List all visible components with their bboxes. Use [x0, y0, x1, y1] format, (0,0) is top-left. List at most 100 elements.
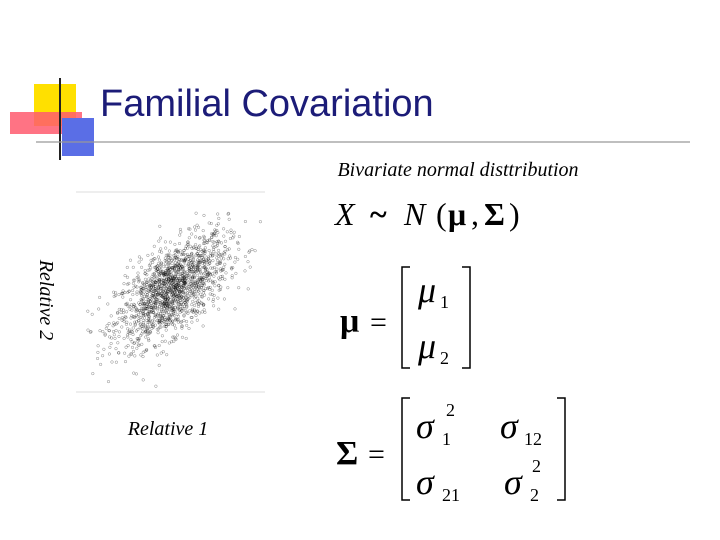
scatter-dot — [146, 326, 150, 330]
scatter-dot — [173, 264, 177, 268]
scatter-dot — [156, 285, 161, 289]
scatter-dot — [144, 304, 148, 308]
scatter-dot — [107, 321, 111, 326]
scatter-dot — [125, 333, 129, 337]
scatter-dot — [150, 294, 154, 298]
scatter-dot — [133, 322, 137, 326]
scatter-dot — [210, 252, 214, 256]
scatter-dot — [173, 249, 178, 253]
scatter-dot — [196, 267, 200, 271]
scatter-dot — [178, 279, 182, 283]
scatter-dot — [156, 286, 160, 290]
scatter-dot — [168, 304, 172, 309]
scatter-dot — [168, 295, 172, 299]
scatter-dot — [149, 321, 154, 326]
scatter-dot — [166, 318, 170, 322]
scatter-dot — [151, 258, 155, 262]
scatter-dot — [125, 310, 129, 314]
scatter-dot — [139, 285, 143, 289]
scatter-dot — [164, 304, 168, 308]
scatter-dot — [169, 278, 173, 282]
scatter-dot — [91, 372, 95, 376]
scatter-dot — [202, 238, 206, 242]
scatter-dot — [156, 331, 160, 335]
scatter-dot — [176, 298, 180, 302]
scatter-dot — [162, 301, 166, 305]
scatter-dot — [152, 275, 156, 279]
scatter-dot — [198, 244, 202, 248]
scatter-dot — [135, 313, 139, 318]
scatter-dot — [111, 324, 115, 328]
scatter-dot — [165, 291, 169, 295]
scatter-dot — [189, 270, 193, 274]
scatter-dot — [178, 263, 183, 267]
scatter-dot — [170, 282, 174, 286]
scatter-dot — [174, 336, 178, 340]
scatter-dot — [159, 292, 163, 296]
scatter-dot — [173, 287, 177, 291]
scatter-dot — [194, 295, 198, 299]
scatter-dot — [158, 298, 162, 302]
scatter-dot — [117, 351, 121, 355]
scatter-dot — [182, 298, 186, 302]
scatter-dot — [199, 272, 203, 276]
scatter-dot — [195, 281, 199, 285]
scatter-dot — [192, 275, 197, 279]
scatter-dot — [202, 213, 206, 217]
scatter-dot — [180, 279, 184, 283]
scatter-dot — [193, 303, 197, 308]
scatter-dot — [141, 324, 145, 328]
scatter-dot — [167, 300, 171, 304]
scatter-dot — [145, 290, 149, 294]
scatter-dot — [146, 295, 150, 299]
scatter-dot — [177, 293, 181, 297]
scatter-dot — [163, 282, 167, 286]
scatter-dot — [145, 348, 149, 352]
scatter-dot — [188, 266, 192, 270]
scatter-dot — [166, 289, 170, 293]
scatter-dot — [208, 261, 212, 265]
logo-blue — [62, 118, 94, 156]
scatter-dot — [207, 248, 211, 253]
scatter-dot — [163, 296, 167, 300]
scatter-dot — [182, 277, 186, 281]
scatter-dot — [199, 279, 203, 283]
scatter-dot — [179, 258, 184, 262]
scatter-dot — [139, 298, 143, 302]
scatter-dot — [96, 356, 100, 361]
scatter-dot — [174, 337, 178, 341]
scatter-dot — [131, 332, 135, 337]
scatter-dot — [179, 307, 183, 311]
scatter-dot — [147, 284, 152, 288]
scatter-dot — [192, 292, 196, 296]
scatter-dot — [157, 272, 161, 276]
scatter-dot — [112, 290, 116, 294]
scatter-dot — [223, 239, 228, 243]
scatter-dot — [185, 286, 189, 290]
scatter-dot — [227, 211, 231, 215]
scatter-dot — [148, 331, 152, 335]
scatter-dot — [197, 245, 201, 249]
scatter-dot — [170, 279, 174, 283]
scatter-dot — [191, 293, 195, 297]
scatter-dot — [190, 246, 194, 250]
scatter-dot — [169, 270, 173, 274]
scatter-dot — [157, 290, 161, 294]
scatter-dot — [169, 290, 173, 294]
scatter-dot — [171, 292, 175, 296]
scatter-dot — [138, 309, 142, 313]
scatter-dot — [105, 324, 109, 328]
scatter-dot — [167, 256, 171, 260]
scatter-dot — [146, 288, 150, 293]
scatter-dot — [134, 309, 138, 314]
scatter-dot — [177, 279, 181, 284]
scatter-dot — [159, 325, 163, 329]
scatter-dot — [175, 277, 179, 281]
scatter-dot — [179, 294, 183, 298]
scatter-dot — [157, 278, 161, 282]
scatter-dot — [170, 300, 174, 304]
scatter-dot — [181, 291, 185, 295]
scatter-dot — [141, 297, 146, 301]
scatter-dot — [180, 319, 184, 324]
scatter-dot — [166, 304, 170, 308]
